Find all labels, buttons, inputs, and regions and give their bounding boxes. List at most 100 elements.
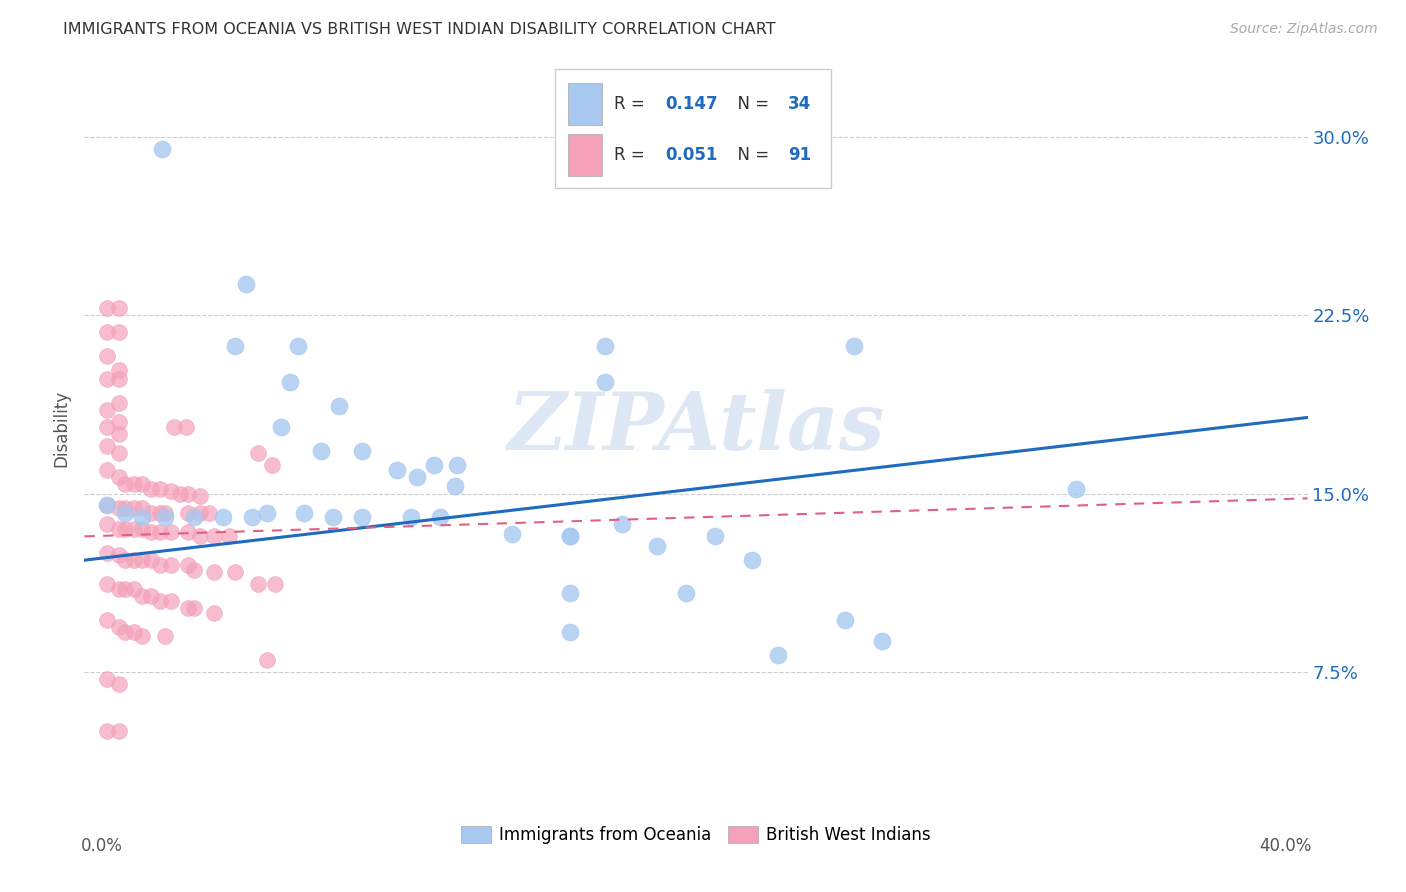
Point	[108, 724, 131, 739]
Point	[224, 339, 246, 353]
Point	[872, 634, 894, 648]
Point	[131, 589, 153, 603]
Text: 0.147: 0.147	[665, 95, 718, 112]
Point	[703, 529, 725, 543]
Point	[768, 648, 790, 663]
Point	[292, 506, 315, 520]
Point	[131, 477, 153, 491]
Point	[160, 558, 183, 572]
Point	[160, 524, 183, 539]
Point	[1064, 482, 1087, 496]
Point	[122, 500, 145, 515]
Point	[197, 506, 219, 520]
Point	[96, 349, 118, 363]
Point	[96, 439, 118, 453]
Point	[183, 563, 205, 577]
Point	[177, 524, 200, 539]
Point	[443, 479, 465, 493]
Point	[96, 546, 118, 560]
Point	[96, 301, 118, 315]
Point	[122, 477, 145, 491]
Point	[160, 593, 183, 607]
Point	[114, 553, 136, 567]
Text: R =: R =	[614, 145, 650, 163]
Point	[350, 443, 373, 458]
Point	[399, 510, 422, 524]
Point	[256, 506, 278, 520]
Text: 40.0%: 40.0%	[1258, 837, 1312, 855]
Point	[139, 524, 162, 539]
Point	[155, 506, 177, 520]
Point	[131, 500, 153, 515]
Point	[264, 577, 287, 591]
Point	[177, 486, 200, 500]
Point	[139, 553, 162, 567]
Point	[108, 549, 131, 563]
Point	[287, 339, 309, 353]
Point	[406, 470, 429, 484]
Point	[108, 396, 131, 410]
Point	[741, 553, 763, 567]
Point	[256, 653, 278, 667]
Point	[235, 277, 257, 292]
Point	[560, 624, 582, 639]
Point	[675, 586, 697, 600]
Point	[96, 499, 118, 513]
Point	[311, 443, 333, 458]
Point	[446, 458, 468, 472]
Point	[240, 510, 263, 524]
Point	[96, 420, 118, 434]
Point	[270, 420, 292, 434]
Point	[278, 375, 301, 389]
Point	[108, 677, 131, 691]
Point	[148, 482, 170, 496]
Point	[593, 339, 616, 353]
Point	[96, 325, 118, 339]
Point	[501, 527, 523, 541]
Point	[108, 415, 131, 429]
Point	[96, 724, 118, 739]
Point	[152, 142, 174, 156]
Point	[108, 470, 131, 484]
Point	[163, 420, 186, 434]
Point	[108, 363, 131, 377]
Point	[322, 510, 344, 524]
Point	[148, 524, 170, 539]
Point	[122, 522, 145, 536]
Point	[108, 325, 131, 339]
Point	[108, 427, 131, 442]
Point	[212, 510, 235, 524]
Point	[96, 613, 118, 627]
Point	[139, 506, 162, 520]
Point	[204, 529, 226, 543]
Point	[169, 486, 191, 500]
Point	[155, 510, 177, 524]
Point	[96, 499, 118, 513]
Legend: Immigrants from Oceania, British West Indians: Immigrants from Oceania, British West In…	[454, 819, 938, 851]
Point	[155, 629, 177, 643]
Point	[148, 558, 170, 572]
Point	[560, 586, 582, 600]
Text: Source: ZipAtlas.com: Source: ZipAtlas.com	[1230, 22, 1378, 37]
Bar	[568, 135, 602, 176]
Point	[560, 529, 582, 543]
Y-axis label: Disability: Disability	[52, 390, 70, 467]
Point	[560, 529, 582, 543]
Point	[177, 506, 200, 520]
Point	[262, 458, 284, 472]
Point	[429, 510, 451, 524]
Point	[108, 522, 131, 536]
Point	[834, 613, 856, 627]
Text: 91: 91	[787, 145, 811, 163]
Text: ZIPAtlas: ZIPAtlas	[508, 390, 884, 467]
Point	[108, 500, 131, 515]
Text: 34: 34	[787, 95, 811, 112]
Point	[385, 463, 408, 477]
Point	[842, 339, 865, 353]
Point	[183, 600, 205, 615]
Point	[183, 510, 205, 524]
Point	[108, 301, 131, 315]
Point	[114, 522, 136, 536]
Point	[350, 510, 373, 524]
Point	[593, 375, 616, 389]
